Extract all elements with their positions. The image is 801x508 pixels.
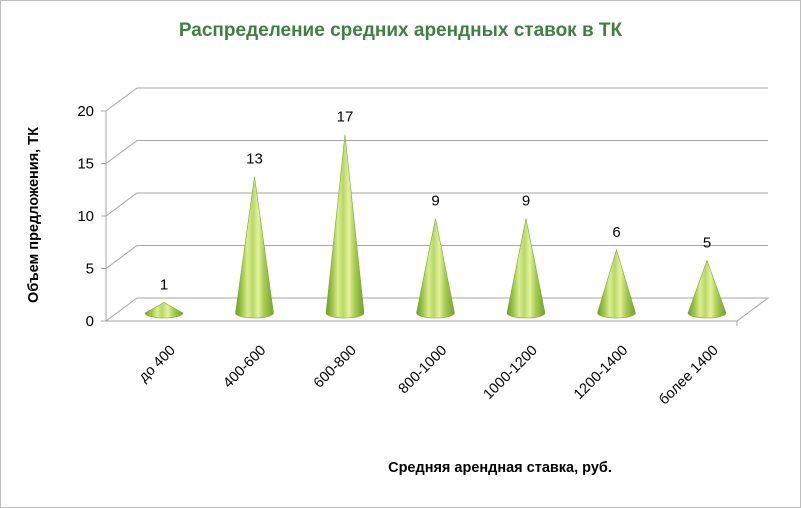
x-tick-label: 1200-1400 <box>571 343 631 403</box>
x-tick-labels: до 400 400-600 600-800 800-1000 1000-1200 120… <box>136 343 722 409</box>
x-axis-title: Средняя арендная ставка, руб. <box>388 460 612 476</box>
gridline <box>105 87 768 112</box>
chart-title: Распределение средних арендных ставок в … <box>178 20 623 41</box>
y-tick-labels: 0 5 10 15 20 <box>77 103 94 330</box>
data-labels: 1 13 17 9 9 6 5 <box>160 109 711 294</box>
y-axis-title: Объем предложения, ТК <box>26 127 42 303</box>
x-tick-label: до 400 <box>136 343 179 386</box>
gridline <box>105 140 768 164</box>
y-tick-label: 5 <box>86 261 94 278</box>
data-cone <box>416 218 455 319</box>
x-tick-label: 1000-1200 <box>480 343 540 403</box>
x-tick-label: более 1400 <box>656 343 722 409</box>
data-cone <box>506 218 546 319</box>
data-cone <box>235 176 274 319</box>
y-tick-label: 15 <box>77 156 94 173</box>
x-tick-label: 600-800 <box>311 343 360 392</box>
data-label: 6 <box>612 224 620 241</box>
data-label: 1 <box>160 277 168 294</box>
gridlines <box>105 87 768 269</box>
data-cone <box>144 302 184 319</box>
floor <box>104 297 770 322</box>
x-tick-label: 800-1000 <box>396 343 451 398</box>
data-cone <box>325 134 365 319</box>
data-label: 5 <box>703 235 711 252</box>
x-tick-label: 400-600 <box>220 343 269 392</box>
data-label: 17 <box>337 109 354 126</box>
data-label: 13 <box>246 151 263 168</box>
y-tick-label: 0 <box>86 313 94 330</box>
data-cone <box>687 259 727 319</box>
data-label: 9 <box>431 193 439 210</box>
gridline <box>105 245 768 269</box>
data-cones <box>144 134 727 319</box>
data-cone <box>597 248 636 319</box>
gridline <box>105 192 768 217</box>
y-tick-label: 10 <box>77 208 94 225</box>
y-tick-label: 20 <box>77 103 94 120</box>
data-label: 9 <box>522 193 530 210</box>
axes <box>101 110 770 326</box>
